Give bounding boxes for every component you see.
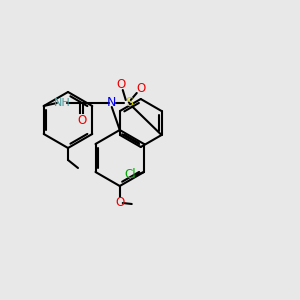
- Text: O: O: [77, 113, 86, 127]
- Text: O: O: [116, 77, 125, 91]
- Text: Cl: Cl: [124, 169, 136, 182]
- Text: S: S: [125, 97, 133, 110]
- Text: O: O: [136, 82, 146, 94]
- Text: O: O: [115, 196, 124, 209]
- Text: NH: NH: [53, 98, 70, 108]
- Text: N: N: [107, 97, 116, 110]
